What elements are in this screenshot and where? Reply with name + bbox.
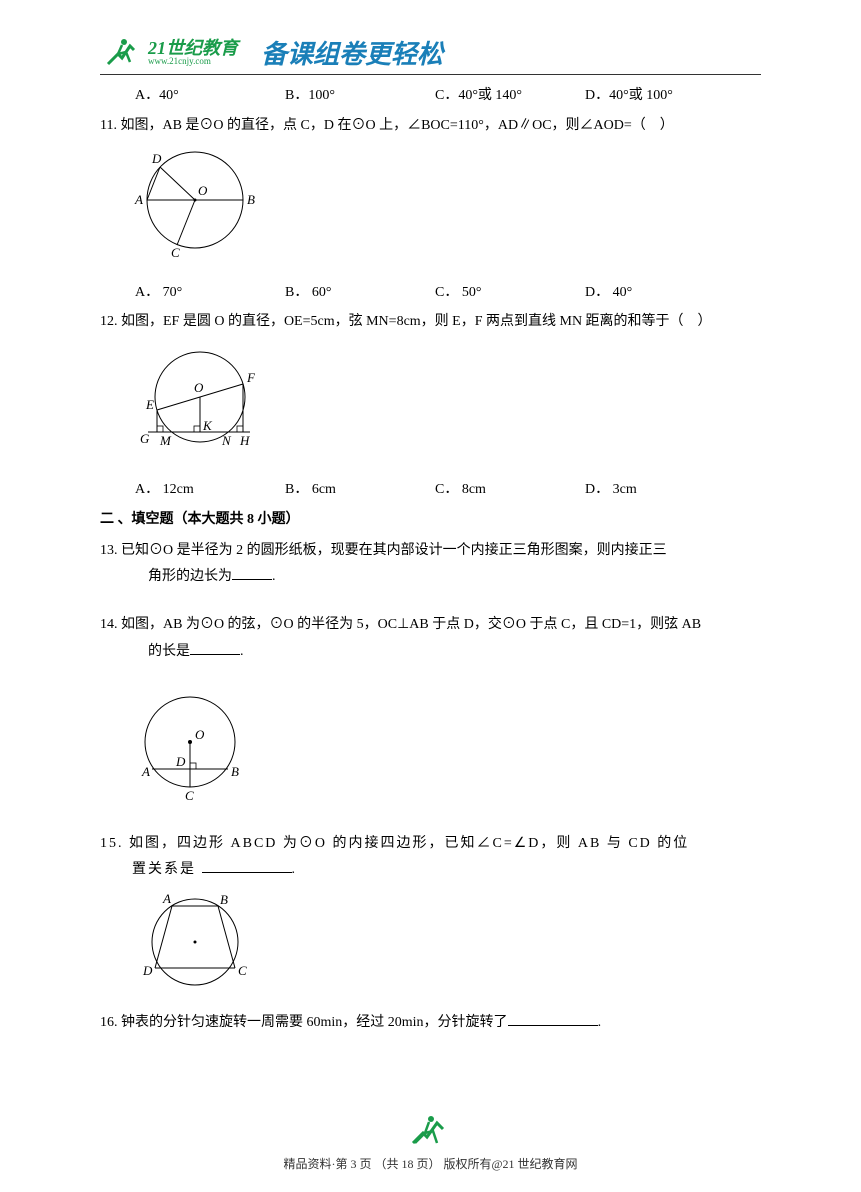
label-D: D bbox=[142, 963, 153, 978]
label-D: D bbox=[175, 754, 186, 769]
label-C: C bbox=[171, 245, 180, 260]
logo-area: 21世纪教育 www.21cnjy.com 备课组卷更轻松 bbox=[100, 32, 443, 72]
q13-text: 13. 已知⊙O 是半径为 2 的圆形纸板，现要在其内部设计一个内接正三角形图案… bbox=[128, 538, 761, 565]
q14-text2: 的长是 bbox=[148, 644, 190, 659]
label-O: O bbox=[195, 727, 205, 742]
label-F: F bbox=[246, 370, 256, 385]
label-B: B bbox=[231, 764, 239, 779]
q15-after: . bbox=[292, 862, 298, 877]
q11-figure: A B C D O bbox=[130, 145, 761, 276]
label-M: M bbox=[159, 433, 172, 448]
q15-text2: 置关系是 bbox=[132, 862, 196, 877]
label-A: A bbox=[141, 764, 150, 779]
question-13: 13. 已知⊙O 是半径为 2 的圆形纸板，现要在其内部设计一个内接正三角形图案… bbox=[100, 538, 761, 591]
option-b: B． 60° bbox=[285, 280, 435, 307]
page-footer: 精品资料·第 3 页 （共 18 页） 版权所有@21 世纪教育网 bbox=[0, 1111, 861, 1172]
q12-text: 12. 如图，EF 是圆 O 的直径，OE=5cm，弦 MN=8cm，则 E，F… bbox=[128, 309, 761, 336]
label-C: C bbox=[238, 963, 247, 978]
q13-text2: 角形的边长为 bbox=[148, 569, 232, 584]
label-O: O bbox=[198, 183, 208, 198]
q16-text-span: 16. 钟表的分针匀速旋转一周需要 60min，经过 20min，分针旋转了 bbox=[100, 1015, 508, 1030]
option-a: A．40° bbox=[135, 83, 285, 110]
option-c: C．40°或 140° bbox=[435, 83, 585, 110]
logo-text: 21世纪教育 www.21cnjy.com bbox=[148, 39, 238, 66]
option-d: D． 3cm bbox=[585, 477, 735, 504]
question-16: 16. 钟表的分针匀速旋转一周需要 60min，经过 20min，分针旋转了. bbox=[100, 1010, 761, 1037]
q14-figure: A B C D O bbox=[130, 689, 761, 815]
option-d: D． 40° bbox=[585, 280, 735, 307]
label-B: B bbox=[220, 892, 228, 907]
label-N: N bbox=[221, 433, 232, 448]
label-H: H bbox=[239, 433, 250, 448]
label-A: A bbox=[134, 192, 143, 207]
question-14: 14. 如图，AB 为⊙O 的弦，⊙O 的半径为 5，OC⊥AB 于点 D，交⊙… bbox=[100, 612, 761, 815]
q14-sub: 的长是. bbox=[100, 639, 761, 666]
q10-options: A．40° B．100° C．40°或 140° D．40°或 100° bbox=[100, 83, 761, 110]
option-c: C． 8cm bbox=[435, 477, 585, 504]
label-D: D bbox=[151, 151, 162, 166]
q11-options: A． 70° B． 60° C． 50° D． 40° bbox=[100, 280, 761, 307]
footer-text: 精品资料·第 3 页 （共 18 页） 版权所有@21 世纪教育网 bbox=[283, 1155, 577, 1172]
content-area: A．40° B．100° C．40°或 140° D．40°或 100° 11.… bbox=[100, 83, 761, 1039]
runner-icon bbox=[100, 32, 140, 72]
blank bbox=[232, 564, 272, 580]
q13-sub: 角形的边长为. bbox=[100, 564, 761, 591]
label-C: C bbox=[185, 788, 194, 803]
q15-sub: 置关系是 . bbox=[100, 857, 761, 884]
q15-figure: A B C D bbox=[130, 890, 761, 1006]
q14-after: . bbox=[240, 644, 244, 659]
option-b: B． 6cm bbox=[285, 477, 435, 504]
label-A: A bbox=[162, 891, 171, 906]
q13-after: . bbox=[272, 569, 276, 584]
q11-text: 11. 如图，AB 是⊙O 的直径，点 C，D 在⊙O 上，∠BOC=110°，… bbox=[128, 113, 761, 140]
blank bbox=[202, 857, 292, 873]
q16-text: 16. 钟表的分针匀速旋转一周需要 60min，经过 20min，分针旋转了. bbox=[128, 1010, 761, 1037]
page-header: 21世纪教育 www.21cnjy.com 备课组卷更轻松 bbox=[100, 30, 761, 75]
logo-sub: www.21cnjy.com bbox=[148, 57, 238, 66]
option-c: C． 50° bbox=[435, 280, 585, 307]
q14-text: 14. 如图，AB 为⊙O 的弦，⊙O 的半径为 5，OC⊥AB 于点 D，交⊙… bbox=[128, 612, 761, 639]
blank bbox=[508, 1010, 598, 1026]
option-a: A． 12cm bbox=[135, 477, 285, 504]
label-O: O bbox=[194, 380, 204, 395]
question-15: 15. 如图，四边形 ABCD 为⊙O 的内接四边形，已知∠C=∠D，则 AB … bbox=[100, 831, 761, 1006]
footer-logo-icon bbox=[403, 1111, 458, 1151]
option-d: D．40°或 100° bbox=[585, 83, 735, 110]
q16-after: . bbox=[598, 1015, 602, 1030]
blank bbox=[190, 639, 240, 655]
label-E: E bbox=[145, 397, 154, 412]
label-G: G bbox=[140, 431, 150, 446]
option-b: B．100° bbox=[285, 83, 435, 110]
section-2-header: 二 、填空题（本大题共 8 小题） bbox=[100, 507, 761, 534]
option-a: A． 70° bbox=[135, 280, 285, 307]
question-12: 12. 如图，EF 是圆 O 的直径，OE=5cm，弦 MN=8cm，则 E，F… bbox=[100, 309, 761, 503]
question-11: 11. 如图，AB 是⊙O 的直径，点 C，D 在⊙O 上，∠BOC=110°，… bbox=[100, 113, 761, 307]
label-B: B bbox=[247, 192, 255, 207]
slogan: 备课组卷更轻松 bbox=[261, 34, 443, 71]
logo-main: 21世纪教育 bbox=[148, 39, 238, 57]
q12-figure: E F O G M K N H bbox=[130, 342, 761, 473]
q12-options: A． 12cm B． 6cm C． 8cm D． 3cm bbox=[100, 477, 761, 504]
q15-text: 15. 如图，四边形 ABCD 为⊙O 的内接四边形，已知∠C=∠D，则 AB … bbox=[128, 831, 761, 858]
label-K: K bbox=[202, 418, 213, 433]
